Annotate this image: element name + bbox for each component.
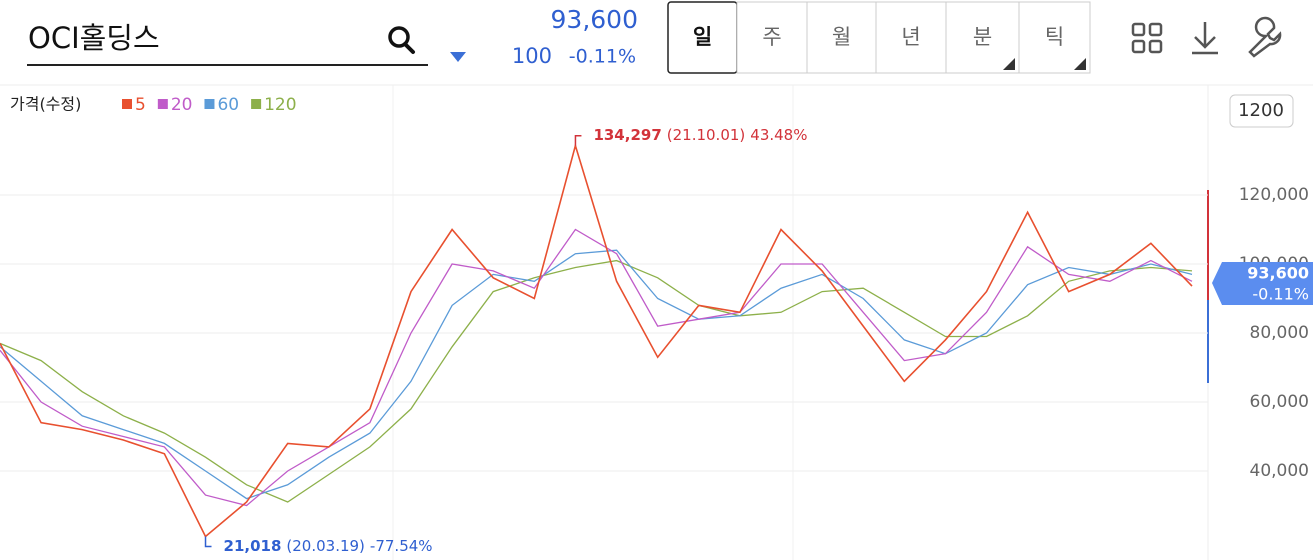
legend-swatch — [251, 99, 262, 109]
layout-icon[interactable] — [1131, 39, 1146, 54]
y-tick-label: 120,000 — [1239, 185, 1309, 205]
settings-icon[interactable] — [1248, 16, 1282, 58]
period-button[interactable] — [1229, 94, 1294, 128]
tab-label: 틱 — [1045, 25, 1064, 49]
tab-corner — [1074, 58, 1086, 70]
price-change-pct: -0.11% — [569, 46, 636, 68]
legend-swatch — [157, 99, 168, 109]
ma-line — [0, 142, 1193, 538]
legend-swatch — [204, 99, 215, 109]
search-icon — [388, 26, 410, 48]
y-tick-label: 60,000 — [1250, 392, 1309, 412]
layout-icon[interactable] — [1148, 39, 1163, 54]
annotation-arrow — [574, 134, 582, 146]
tab-label: 분 — [973, 25, 992, 49]
legend-label: 60 — [217, 95, 239, 115]
tab[interactable] — [1018, 1, 1091, 74]
annotation-change: 43.48% — [750, 126, 807, 144]
price-box — [1212, 262, 1313, 305]
legend-label: 5 — [135, 95, 146, 115]
layout-icon[interactable] — [1148, 22, 1163, 37]
plot: 40,00060,00080,000100,000120,00052060120… — [0, 95, 1313, 555]
tab-label: 월 — [832, 25, 851, 49]
dropdown-arrow[interactable] — [450, 52, 466, 62]
tab-label: 주 — [762, 25, 781, 49]
tab[interactable] — [806, 1, 877, 74]
legend-label: 120 — [264, 95, 296, 115]
annotation-date: (20.03.19) — [286, 537, 365, 555]
annotation-price: 21,018 — [224, 537, 282, 555]
tab-corner — [1003, 58, 1015, 70]
ma-line — [0, 259, 1193, 503]
annotation-change: -77.54% — [370, 537, 433, 555]
tab-label: 년 — [901, 25, 920, 49]
price-change: 100 — [512, 44, 552, 68]
legend-label: 20 — [171, 95, 193, 115]
tab-label: 일 — [693, 25, 712, 49]
ma-line — [0, 249, 1193, 500]
legend-swatch — [122, 99, 132, 109]
price-box-price: 93,600 — [1247, 264, 1309, 283]
annotation-date: (21.10.01) — [667, 126, 746, 144]
y-tick-label: 80,000 — [1250, 323, 1309, 343]
layout-icon[interactable] — [1131, 22, 1146, 37]
annotation-arrow — [204, 536, 212, 548]
search-icon — [403, 42, 415, 54]
toolbar — [1131, 16, 1282, 58]
price-box-change: -0.11% — [1252, 285, 1309, 304]
stock-name: OCI홀딩스 — [28, 21, 160, 55]
y-tick-label: 40,000 — [1250, 461, 1309, 481]
tab[interactable] — [736, 1, 808, 74]
legend-title: 가격(수정) — [10, 95, 81, 114]
search[interactable]: OCI홀딩스 — [27, 21, 428, 66]
period-button-label: 1200 — [1238, 100, 1284, 121]
current-price: 93,600 — [551, 5, 638, 34]
download-icon[interactable] — [1192, 22, 1218, 55]
annotation-price: 134,297 — [593, 126, 661, 144]
ma-line — [0, 228, 1193, 507]
